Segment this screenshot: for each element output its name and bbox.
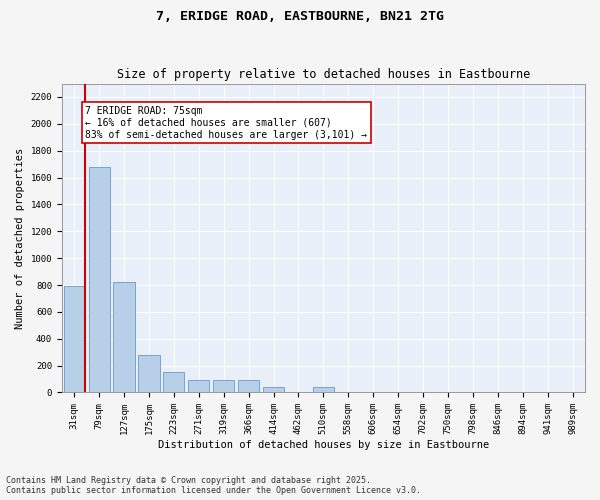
Bar [238,380,259,392]
Y-axis label: Number of detached properties: Number of detached properties [15,148,25,328]
Bar [64,286,85,393]
X-axis label: Distribution of detached houses by size in Eastbourne: Distribution of detached houses by size … [158,440,489,450]
Bar [163,372,184,392]
Bar [89,167,110,392]
Bar [188,380,209,392]
Text: 7, ERIDGE ROAD, EASTBOURNE, BN21 2TG: 7, ERIDGE ROAD, EASTBOURNE, BN21 2TG [156,10,444,23]
Text: 7 ERIDGE ROAD: 75sqm
← 16% of detached houses are smaller (607)
83% of semi-deta: 7 ERIDGE ROAD: 75sqm ← 16% of detached h… [85,106,367,140]
Bar [213,380,235,392]
Bar [113,282,134,393]
Bar [313,387,334,392]
Bar [139,355,160,393]
Title: Size of property relative to detached houses in Eastbourne: Size of property relative to detached ho… [117,68,530,81]
Text: Contains HM Land Registry data © Crown copyright and database right 2025.
Contai: Contains HM Land Registry data © Crown c… [6,476,421,495]
Bar [263,387,284,392]
